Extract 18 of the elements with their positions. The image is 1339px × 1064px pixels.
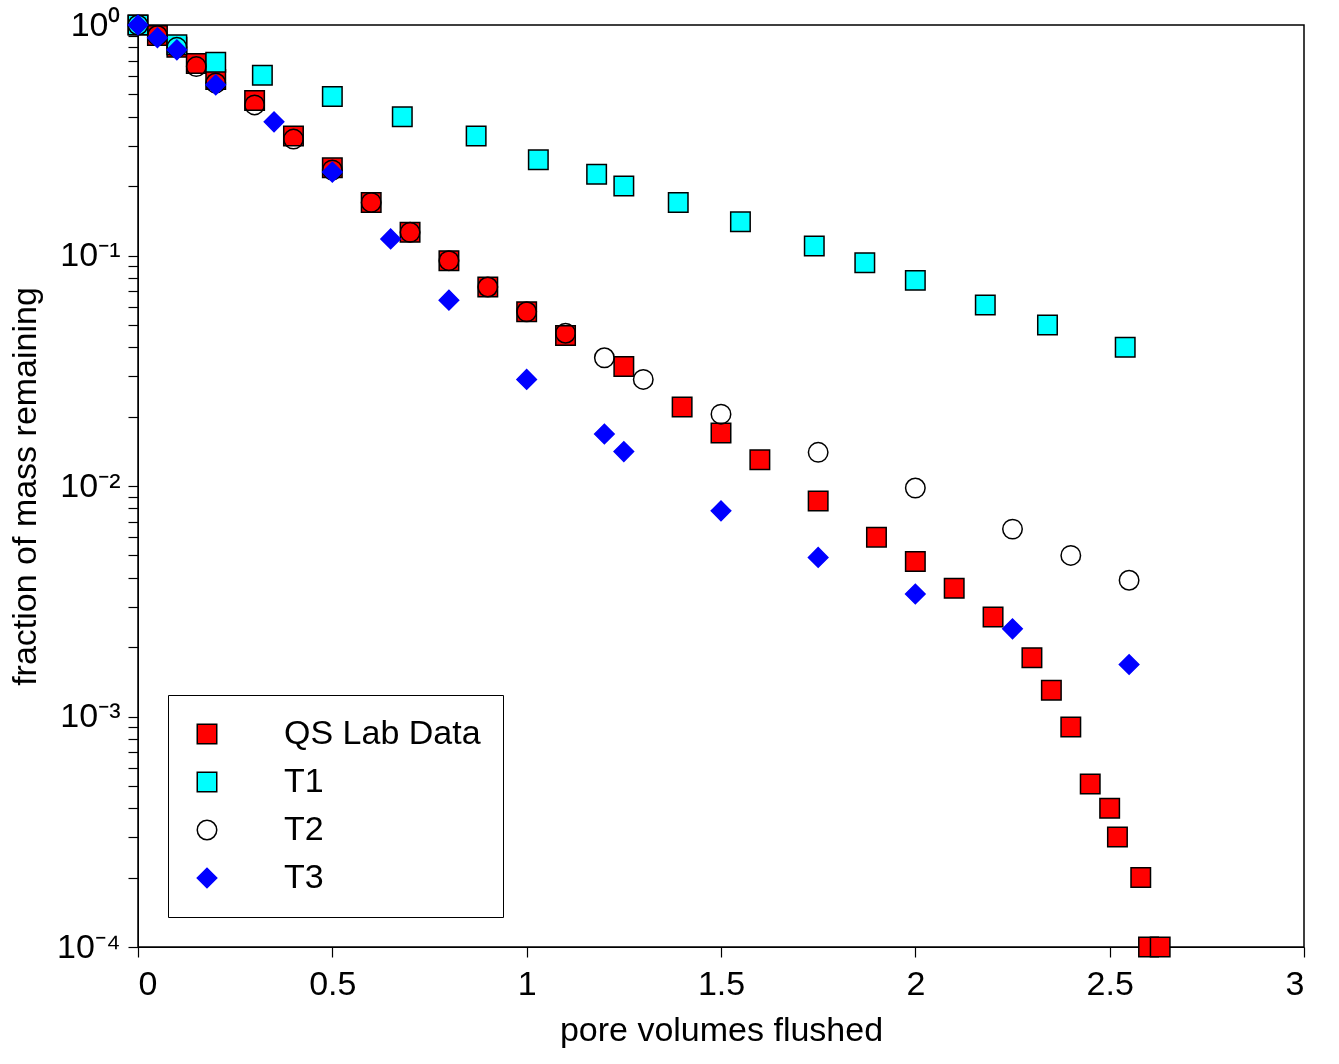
legend-label: T3	[284, 857, 324, 895]
x-axis-title: pore volumes flushed	[559, 1009, 884, 1048]
y-tick-label: 10⁻¹	[60, 235, 121, 273]
y-tick-label: 10⁰	[70, 4, 121, 43]
x-tick-label: 2	[906, 963, 926, 1002]
x-tick-label: 0	[138, 963, 158, 1002]
y-tick-label: 10⁻⁴	[57, 926, 121, 965]
legend-label: T1	[284, 761, 324, 799]
y-axis-title: fraction of mass remaining	[5, 287, 44, 686]
legend-label: T2	[284, 809, 324, 847]
y-tick-label: 10⁻³	[60, 696, 121, 734]
x-tick-label: 0.5	[309, 963, 357, 1002]
x-tick-label: 1	[517, 963, 537, 1002]
x-tick-label: 3	[1285, 963, 1305, 1002]
legend-label: QS Lab Data	[284, 713, 481, 751]
x-tick-label: 1.5	[697, 963, 746, 1002]
x-tick-label: 2.5	[1086, 963, 1134, 1002]
y-tick-label: 10⁻²	[60, 465, 121, 504]
